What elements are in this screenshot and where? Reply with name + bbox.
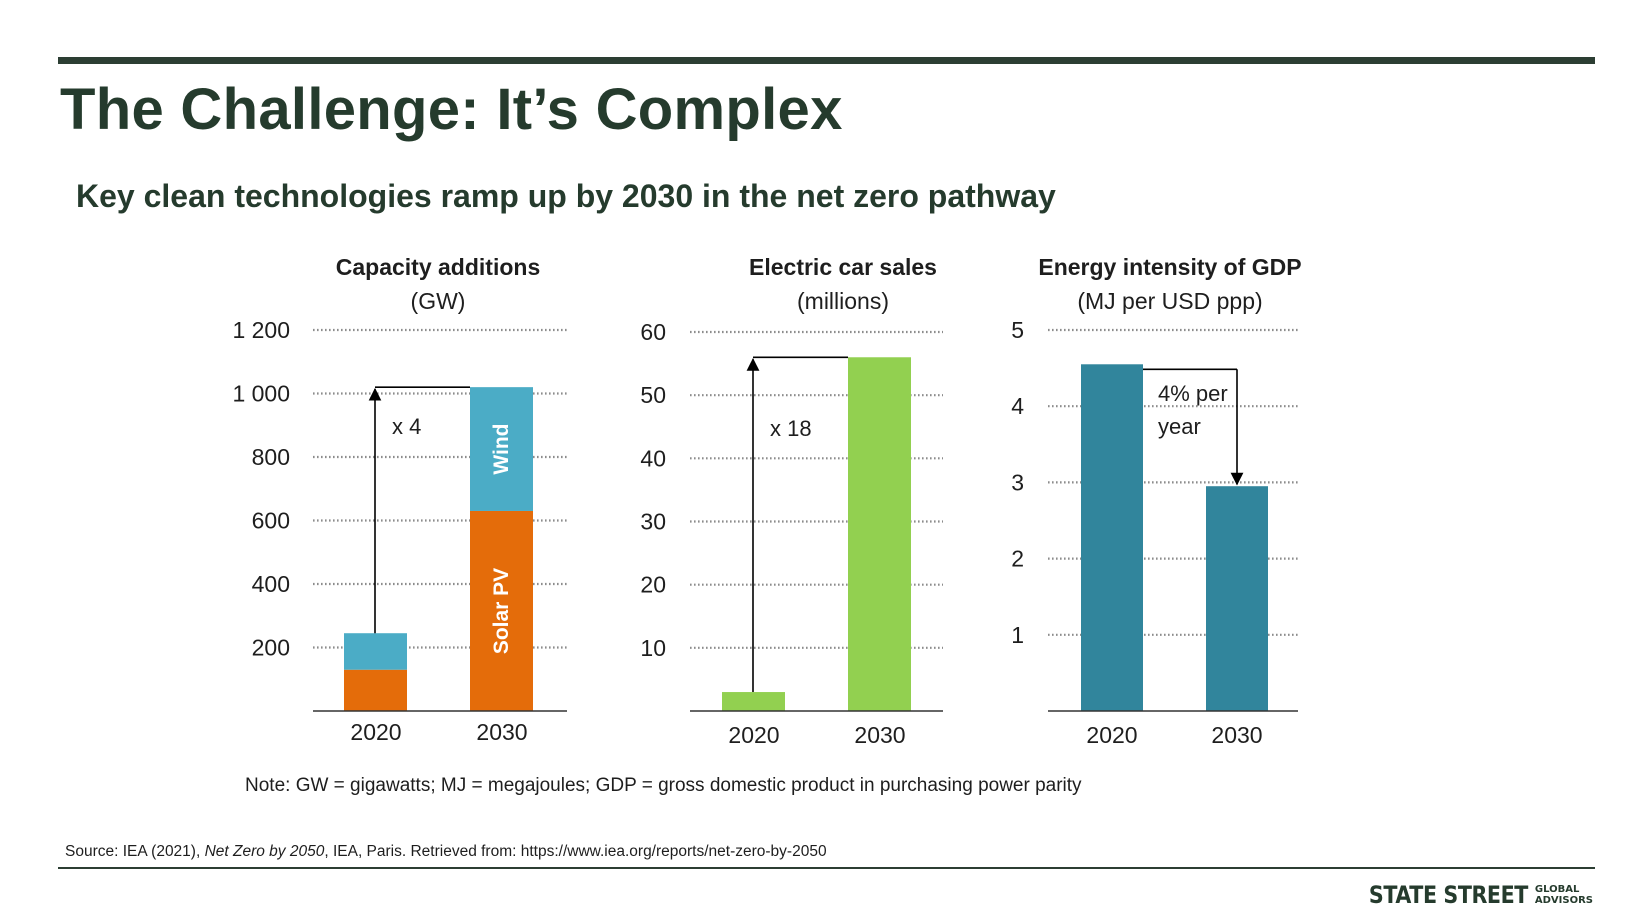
chart1-ytick-label: 1 200 [232, 317, 290, 343]
page-subtitle: Key clean technologies ramp up by 2030 i… [76, 178, 1056, 214]
chart3-decline-label: 4% per [1158, 381, 1228, 406]
chart2-xtick-label: 2030 [854, 722, 905, 748]
chart2-ytick-label: 40 [640, 445, 666, 471]
chart1-bar-wind-2030 [470, 387, 533, 511]
chart3-ytick-label: 3 [1011, 469, 1024, 495]
chart1-ytick-label: 400 [252, 571, 290, 597]
chart3-bar-2020 [1081, 364, 1143, 711]
bottom-rule [58, 867, 1595, 869]
chart3-unit-label: (MJ per USD ppp) [1077, 288, 1262, 314]
chart2-bar-2030 [848, 357, 911, 711]
chart2-ytick-label: 50 [640, 382, 666, 408]
source-prefix: Source: IEA (2021), [65, 843, 205, 860]
chart3-decline-label: year [1158, 414, 1201, 439]
chart2-title: Electric car sales [749, 254, 937, 280]
chart1-growth-label: x 4 [392, 414, 421, 439]
chart2-ytick-label: 30 [640, 509, 666, 535]
chart2-unit-label: (millions) [797, 288, 889, 314]
chart1-bar-wind-2020 [344, 633, 407, 670]
chart3-ytick-label: 2 [1011, 546, 1024, 572]
chart1-bar-solar-pv-2030 [470, 510, 533, 711]
state-street-logo: STATE STREET GLOBAL ADVISORS [1343, 881, 1593, 909]
source-citation: Source: IEA (2021), Net Zero by 2050, IE… [65, 843, 827, 861]
chart1-unit-label: (GW) [411, 288, 466, 314]
logo-sub-text: GLOBAL ADVISORS [1535, 884, 1593, 906]
chart3-bar-2030 [1206, 486, 1268, 711]
chart1-series-label-wind: Wind [490, 423, 513, 474]
source-title: Net Zero by 2050 [204, 843, 325, 860]
chart3-xtick-label: 2020 [1086, 722, 1137, 748]
chart1-series-label-solar: Solar PV [490, 568, 513, 654]
chart1-xtick-label: 2020 [350, 719, 401, 745]
chart1-xtick-label: 2030 [476, 719, 527, 745]
chart2-bar-2020 [722, 692, 785, 711]
chart2-xtick-label: 2020 [728, 722, 779, 748]
chart3-ytick-label: 5 [1011, 317, 1024, 343]
chart3-title: Energy intensity of GDP [1038, 254, 1301, 280]
chart2-ytick-label: 10 [640, 635, 666, 661]
logo-main-text: STATE STREET [1368, 881, 1528, 909]
chart1-ytick-label: 800 [252, 444, 290, 470]
chart2-ytick-label: 20 [640, 572, 666, 598]
chart1-ytick-label: 1 000 [232, 381, 290, 407]
source-suffix: , IEA, Paris. Retrieved from: https://ww… [324, 843, 827, 860]
footnote: Note: GW = gigawatts; MJ = megajoules; G… [245, 775, 1082, 796]
logo-line-1: GLOBAL [1534, 884, 1580, 895]
page-title: The Challenge: It’s Complex [60, 77, 843, 142]
chart1-ytick-label: 200 [252, 635, 290, 661]
chart2-ytick-label: 60 [640, 319, 666, 345]
top-rule [58, 57, 1595, 64]
chart3-ytick-label: 1 [1011, 622, 1024, 648]
chart3-ytick-label: 4 [1011, 393, 1024, 419]
chart1-ytick-label: 600 [252, 508, 290, 534]
logo-line-2: ADVISORS [1534, 895, 1593, 906]
chart2-growth-label: x 18 [770, 416, 812, 441]
chart1-title: Capacity additions [336, 254, 540, 280]
chart1-bar-solar-pv-2020 [344, 669, 407, 711]
chart3-xtick-label: 2030 [1211, 722, 1262, 748]
